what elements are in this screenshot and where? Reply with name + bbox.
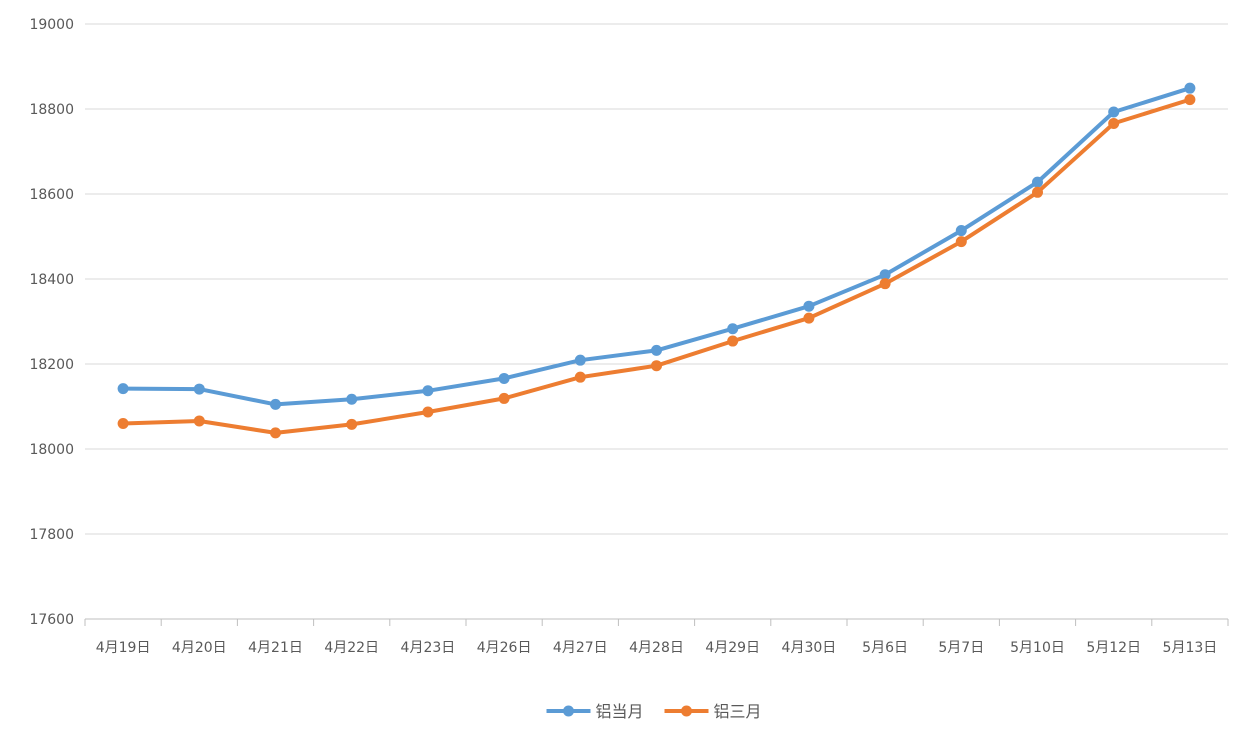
x-tick-label: 5月12日	[1086, 640, 1141, 656]
legend-label: 铝当月	[596, 702, 644, 721]
x-tick-label: 4月30日	[782, 640, 837, 656]
data-point	[803, 300, 815, 312]
series-group	[117, 82, 1196, 439]
legend-entry: 铝三月	[664, 702, 762, 721]
y-axis: 17600 17800 18000 18200 18400 18600 18800 19000	[29, 17, 74, 628]
series-line-1	[121, 86, 1192, 407]
x-tick-label: 4月26日	[477, 640, 532, 656]
data-point	[422, 385, 434, 397]
x-axis: 4月19日 4月20日 4月21日 4月22日 4月23日 4月26日 4月27日 4月28日…	[84, 618, 1229, 656]
data-point	[193, 415, 205, 427]
data-point	[117, 418, 129, 429]
data-point	[422, 406, 434, 418]
x-tick-label: 4月19日	[96, 640, 151, 656]
data-point	[955, 225, 967, 237]
legend-entry: 铝当月	[546, 702, 644, 721]
x-tick-label: 4月29日	[705, 640, 760, 656]
data-point	[498, 392, 510, 404]
data-point	[879, 278, 891, 290]
data-point	[955, 236, 967, 248]
data-point	[1108, 106, 1120, 118]
data-point	[803, 312, 815, 324]
data-point	[574, 371, 586, 383]
data-point	[270, 427, 281, 439]
x-tick-label: 4月27日	[553, 640, 608, 656]
x-tick-label: 5月10日	[1010, 640, 1065, 656]
data-point	[651, 344, 662, 356]
legend-marker	[681, 705, 692, 717]
legend: 铝当月 铝三月	[546, 702, 762, 721]
x-tick-label: 5月13日	[1163, 640, 1218, 656]
data-point	[1184, 94, 1196, 106]
y-tick-label: 18000	[29, 442, 74, 458]
data-point	[651, 360, 662, 372]
x-tick-label: 5月6日	[862, 640, 908, 656]
data-point	[117, 383, 129, 395]
data-point	[1032, 176, 1043, 188]
data-point	[1032, 186, 1043, 198]
y-tick-label: 18200	[29, 357, 74, 373]
data-point	[193, 383, 205, 395]
x-tick-label: 4月22日	[324, 640, 379, 656]
data-point	[879, 269, 891, 281]
data-point	[1108, 117, 1120, 129]
data-point	[727, 335, 739, 347]
x-tick-label: 4月21日	[248, 640, 303, 656]
data-point	[727, 323, 739, 335]
data-point	[346, 418, 358, 430]
legend-marker	[563, 705, 574, 717]
y-tick-label: 18800	[29, 102, 74, 118]
y-tick-label: 18400	[29, 272, 74, 288]
y-tick-label: 18600	[29, 187, 74, 203]
gridlines	[85, 23, 1228, 535]
data-point	[270, 398, 281, 410]
x-tick-label: 4月23日	[401, 640, 456, 656]
y-tick-label: 17600	[29, 612, 74, 628]
x-tick-label: 5月7日	[938, 640, 984, 656]
y-tick-label: 19000	[29, 17, 74, 33]
x-tick-label: 4月20日	[172, 640, 227, 656]
data-point	[1184, 82, 1196, 94]
y-tick-label: 17800	[29, 527, 74, 543]
legend-label: 铝三月	[714, 702, 762, 721]
series-line-2	[121, 97, 1192, 435]
data-point	[498, 372, 510, 384]
data-point	[346, 393, 358, 405]
x-tick-label: 4月28日	[629, 640, 684, 656]
data-point	[574, 354, 586, 366]
